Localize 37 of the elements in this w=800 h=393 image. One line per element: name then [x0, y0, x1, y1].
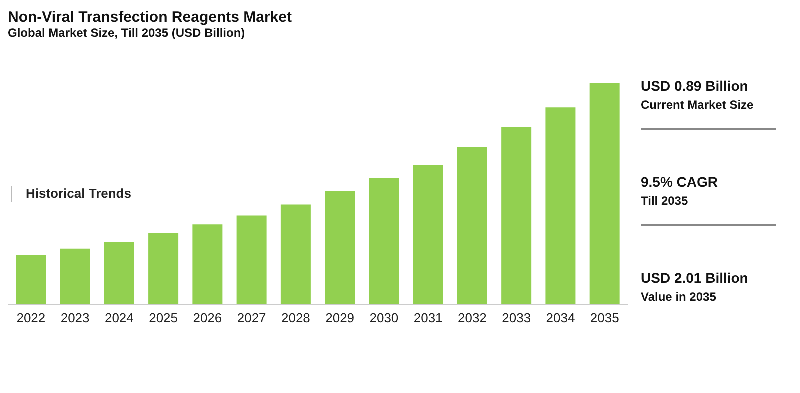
x-tick-label: 2032 — [458, 310, 487, 326]
x-tick-label: 2024 — [104, 310, 134, 326]
text: USD 2.01 Billion — [641, 270, 748, 286]
x-tick-label: 2031 — [414, 310, 443, 326]
bar — [192, 224, 223, 304]
bar — [502, 128, 532, 304]
annotation: Historical Trends — [26, 186, 132, 201]
bar — [104, 242, 134, 304]
x-tick-label: 2022 — [16, 310, 46, 326]
bar — [16, 255, 46, 304]
x-tick-label: 2025 — [149, 310, 178, 326]
x-tick-label: 2035 — [590, 310, 620, 326]
text: 9.5% CAGR — [641, 174, 718, 190]
text: Till 2035 — [641, 194, 688, 208]
x-tick-label: 2033 — [502, 310, 532, 326]
bar — [325, 192, 356, 304]
x-tick-label: 2026 — [193, 310, 222, 326]
bar — [457, 147, 488, 304]
text: Value in 2035 — [641, 290, 717, 304]
bar — [60, 248, 90, 304]
bar — [148, 233, 179, 304]
text: USD 0.89 Billion — [641, 78, 748, 94]
text: Current Market Size — [641, 98, 754, 112]
chart-title: Non-Viral Transfection Reagents Market — [8, 9, 292, 26]
bar — [413, 165, 444, 304]
bar — [546, 108, 576, 304]
bar — [236, 216, 267, 304]
bar — [590, 83, 620, 304]
x-tick-label: 2027 — [237, 310, 266, 326]
bar — [369, 178, 400, 304]
x-tick-label: 2030 — [370, 310, 399, 326]
x-tick-label: 2023 — [60, 310, 90, 326]
chart-subtitle: Global Market Size, Till 2035 (USD Billion) — [8, 26, 246, 40]
bar — [280, 204, 311, 304]
x-tick-label: 2029 — [326, 310, 355, 326]
x-tick-label: 2034 — [546, 310, 576, 326]
x-tick-label: 2028 — [281, 310, 310, 326]
